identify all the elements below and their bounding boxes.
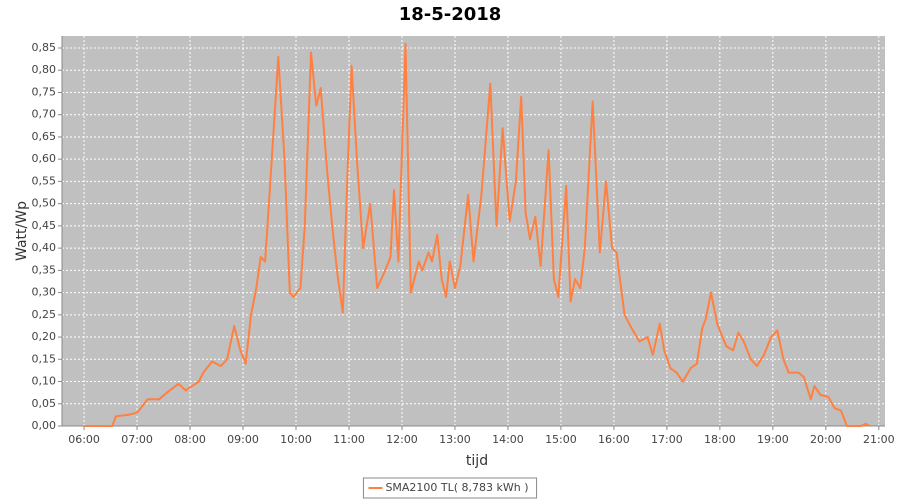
legend-label: SMA2100 TL( 8,783 kWh ) (385, 481, 528, 494)
y-tick-label: 0,40 (32, 241, 57, 254)
y-tick-label: 0,30 (32, 286, 57, 299)
x-tick-label: 08:00 (174, 433, 206, 446)
plot-area (62, 36, 885, 426)
y-tick-label: 0,85 (32, 41, 57, 54)
x-axis-label: tijd (466, 453, 488, 469)
x-tick-label: 09:00 (227, 433, 259, 446)
y-tick-label: 0,35 (32, 263, 57, 276)
legend-box (362, 477, 538, 499)
x-tick-label: 12:00 (386, 433, 418, 446)
x-tick-label: 06:00 (68, 433, 100, 446)
y-tick-label: 0,10 (32, 375, 57, 388)
x-tick-label: 07:00 (121, 433, 153, 446)
series-line (84, 42, 871, 427)
y-tick-label: 0,80 (32, 63, 57, 76)
y-axis-label: Watt/Wp (14, 201, 30, 261)
y-tick-label: 0,20 (32, 330, 57, 343)
y-tick-label: 0,60 (32, 152, 57, 165)
y-tick-label: 0,65 (32, 130, 57, 143)
y-tick-label: 0,50 (32, 197, 57, 210)
y-tick-label: 0,25 (32, 308, 57, 321)
y-tick-label: 0,75 (32, 85, 57, 98)
y-tick-label: 0,70 (32, 108, 57, 121)
y-tick-label: 0,00 (32, 419, 57, 432)
y-tick-label: 0,45 (32, 219, 57, 232)
x-tick-label: 10:00 (280, 433, 312, 446)
x-tick-label: 14:00 (492, 433, 524, 446)
x-tick-label: 20:00 (810, 433, 842, 446)
x-tick-label: 17:00 (651, 433, 683, 446)
chart-title: 18-5-2018 (399, 4, 502, 25)
x-tick-label: 13:00 (439, 433, 471, 446)
x-tick-label: 21:00 (863, 433, 895, 446)
x-tick-label: 11:00 (333, 433, 365, 446)
y-tick-label: 0,55 (32, 174, 57, 187)
x-tick-label: 16:00 (598, 433, 630, 446)
x-tick-label: 19:00 (757, 433, 789, 446)
x-tick-label: 18:00 (704, 433, 736, 446)
x-tick-label: 15:00 (545, 433, 577, 446)
y-tick-label: 0,05 (32, 397, 57, 410)
y-tick-label: 0,15 (32, 352, 57, 365)
